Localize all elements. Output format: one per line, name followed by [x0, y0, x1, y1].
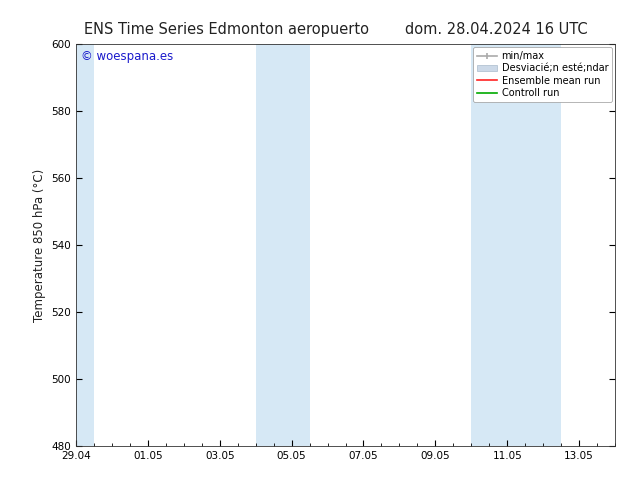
Bar	[256, 44, 309, 446]
Bar	[76, 44, 94, 446]
Y-axis label: Temperature 850 hPa (°C): Temperature 850 hPa (°C)	[33, 169, 46, 321]
Text: dom. 28.04.2024 16 UTC: dom. 28.04.2024 16 UTC	[405, 22, 588, 37]
Text: ENS Time Series Edmonton aeropuerto: ENS Time Series Edmonton aeropuerto	[84, 22, 370, 37]
Legend: min/max, Desviacié;n esté;ndar, Ensemble mean run, Controll run: min/max, Desviacié;n esté;ndar, Ensemble…	[474, 47, 612, 102]
Bar	[471, 44, 561, 446]
Text: © woespana.es: © woespana.es	[81, 50, 174, 63]
